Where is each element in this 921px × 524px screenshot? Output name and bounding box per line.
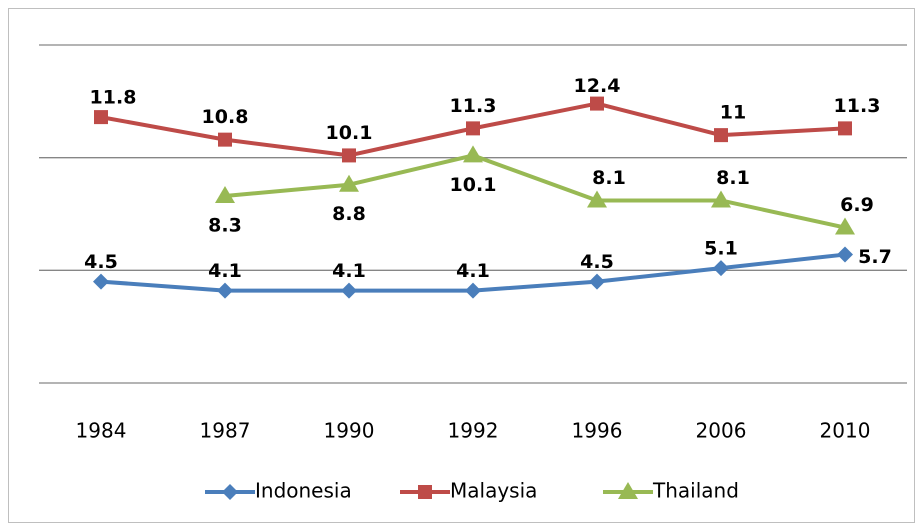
data-label: 5.1 xyxy=(704,238,738,260)
data-label: 4.1 xyxy=(208,260,242,282)
marker xyxy=(94,110,108,125)
data-label: 11.8 xyxy=(90,87,137,109)
marker xyxy=(342,148,356,163)
data-label: 10.1 xyxy=(450,174,497,196)
x-tick-label: 1992 xyxy=(448,419,499,443)
marker xyxy=(341,282,357,299)
marker xyxy=(835,217,855,235)
x-tick-label: 1987 xyxy=(200,419,251,443)
marker xyxy=(590,96,604,111)
data-label: 6.9 xyxy=(840,194,874,216)
legend-label: Thailand xyxy=(652,479,739,503)
marker xyxy=(465,282,481,299)
marker xyxy=(618,482,638,499)
marker xyxy=(838,121,852,136)
legend-label: Indonesia xyxy=(255,479,352,503)
data-label: 8.8 xyxy=(332,203,366,225)
data-label: 4.1 xyxy=(456,260,490,282)
data-label: 8.1 xyxy=(592,167,626,189)
x-tick-label: 1984 xyxy=(76,419,127,443)
marker xyxy=(218,132,232,147)
x-tick-label: 1990 xyxy=(324,419,375,443)
data-label: 4.5 xyxy=(84,251,118,273)
marker xyxy=(222,484,238,500)
data-label: 10.1 xyxy=(326,122,373,144)
data-label: 4.1 xyxy=(332,260,366,282)
marker xyxy=(837,246,853,263)
marker xyxy=(339,174,359,192)
data-label: 5.7 xyxy=(858,246,892,268)
marker xyxy=(711,190,731,208)
x-tick-label: 2006 xyxy=(696,419,747,443)
data-label: 4.5 xyxy=(580,251,614,273)
x-tick-label: 2010 xyxy=(820,419,871,443)
data-label: 12.4 xyxy=(574,75,621,97)
marker xyxy=(217,282,233,299)
marker xyxy=(93,273,109,290)
marker xyxy=(466,121,480,136)
data-label: 10.8 xyxy=(202,106,249,128)
marker xyxy=(714,128,728,143)
chart-border xyxy=(8,8,915,523)
x-tick-label: 1996 xyxy=(572,419,623,443)
data-label: 11 xyxy=(720,102,746,124)
marker xyxy=(713,260,729,277)
marker xyxy=(215,185,235,203)
marker xyxy=(589,273,605,290)
marker xyxy=(587,190,607,208)
data-label: 8.3 xyxy=(208,214,242,236)
marker xyxy=(463,145,483,163)
data-label: 11.3 xyxy=(834,95,881,117)
data-label: 11.3 xyxy=(450,95,497,117)
legend-label: Malaysia xyxy=(450,479,537,503)
series-line xyxy=(224,153,846,230)
data-label: 8.1 xyxy=(716,167,750,189)
marker xyxy=(418,485,432,499)
